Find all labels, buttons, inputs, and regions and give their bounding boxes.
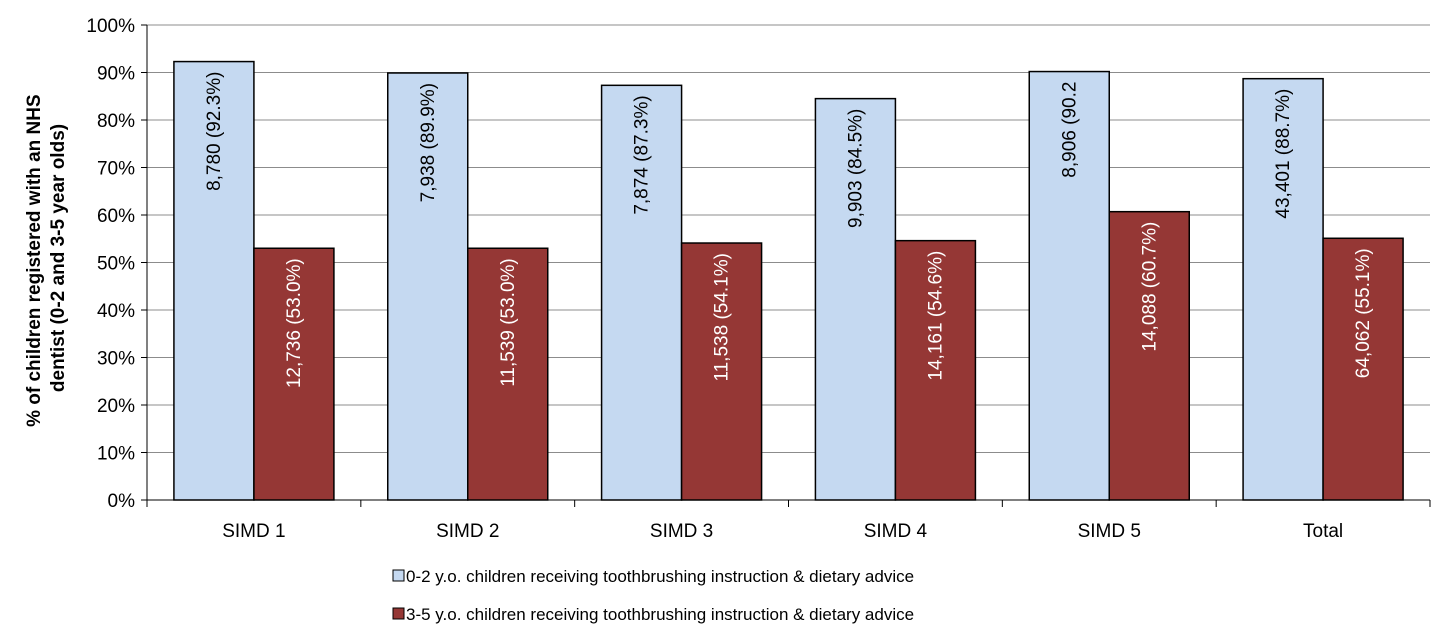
y-tick-label: 70%: [97, 159, 135, 180]
category-label: SIMD 4: [864, 521, 928, 542]
y-axis-label-line-2: dentist (0-2 and 3-5 year olds): [48, 124, 69, 392]
gridlines: [147, 24, 1430, 453]
bar-data-labels: 8,780 (92.3%) 12,736 (53.0%) 7,938 (89.9%)…: [204, 72, 1374, 389]
bar: [1322, 237, 1404, 501]
y-axis-label: % of children registered with an NHS den…: [24, 89, 69, 427]
y-tick-label: 20%: [97, 396, 135, 417]
bars: [173, 60, 1404, 501]
bar: [600, 84, 683, 501]
bar-data-label: 12,736 (53.0%): [284, 258, 305, 388]
bar-data-label: 14,088 (60.7%): [1139, 222, 1160, 352]
y-axis-label-line-1: % of children registered with an NHS: [24, 94, 45, 427]
bar: [1242, 77, 1324, 501]
y-tick-label: 30%: [97, 349, 135, 370]
category-label: SIMD 2: [436, 521, 499, 542]
bar-data-label: 64,062 (55.1%): [1353, 248, 1374, 378]
y-tick-label: 100%: [86, 16, 135, 37]
y-tick-label: 90%: [97, 64, 135, 85]
legend-label-0-2: 0-2 y.o. children receiving toothbrushin…: [406, 567, 914, 586]
bar-data-label: 7,874 (87.3%): [632, 95, 653, 214]
category-label: SIMD 3: [650, 521, 713, 542]
y-tick-label: 10%: [97, 444, 135, 465]
bar-data-label: 8,906 (90.2: [1059, 82, 1080, 178]
bar: [894, 239, 977, 501]
bar-data-label: 8,780 (92.3%): [204, 72, 225, 191]
legend-swatch-3-5: [392, 607, 405, 620]
y-tick-label: 50%: [97, 254, 135, 275]
bar-data-label: 7,938 (89.9%): [418, 83, 439, 202]
category-label: SIMD 5: [1078, 521, 1141, 542]
bar-data-label: 43,401 (88.7%): [1273, 89, 1294, 219]
category-label: Total: [1303, 521, 1343, 542]
bar: [1028, 70, 1110, 501]
bar: [680, 242, 763, 501]
bar: [467, 247, 549, 501]
y-tick-label: 40%: [97, 301, 135, 322]
axes: [141, 24, 1431, 507]
bar: [1108, 210, 1190, 501]
category-label: SIMD 1: [222, 521, 285, 542]
bar-data-label: 9,903 (84.5%): [845, 109, 866, 228]
bar: [253, 247, 335, 501]
legend: 0-2 y.o. children receiving toothbrushin…: [392, 567, 914, 624]
legend-swatch-0-2: [392, 569, 405, 582]
bar-data-label: 11,539 (53.0%): [498, 258, 519, 387]
y-tick-labels: 0% 10% 20% 30% 40% 50% 60% 70% 80% 90% 100%: [86, 16, 135, 512]
y-tick-label: 80%: [97, 111, 135, 132]
y-tick-label: 0%: [108, 491, 136, 512]
bar: [814, 97, 897, 501]
legend-label-3-5: 3-5 y.o. children receiving toothbrushin…: [406, 605, 914, 624]
bar-data-label: 14,161 (54.6%): [925, 251, 946, 381]
category-labels: SIMD 1 SIMD 2 SIMD 3 SIMD 4 SIMD 5 Total: [222, 521, 1343, 542]
y-tick-label: 60%: [97, 206, 135, 227]
bar-data-label: 11,538 (54.1%): [712, 253, 733, 382]
